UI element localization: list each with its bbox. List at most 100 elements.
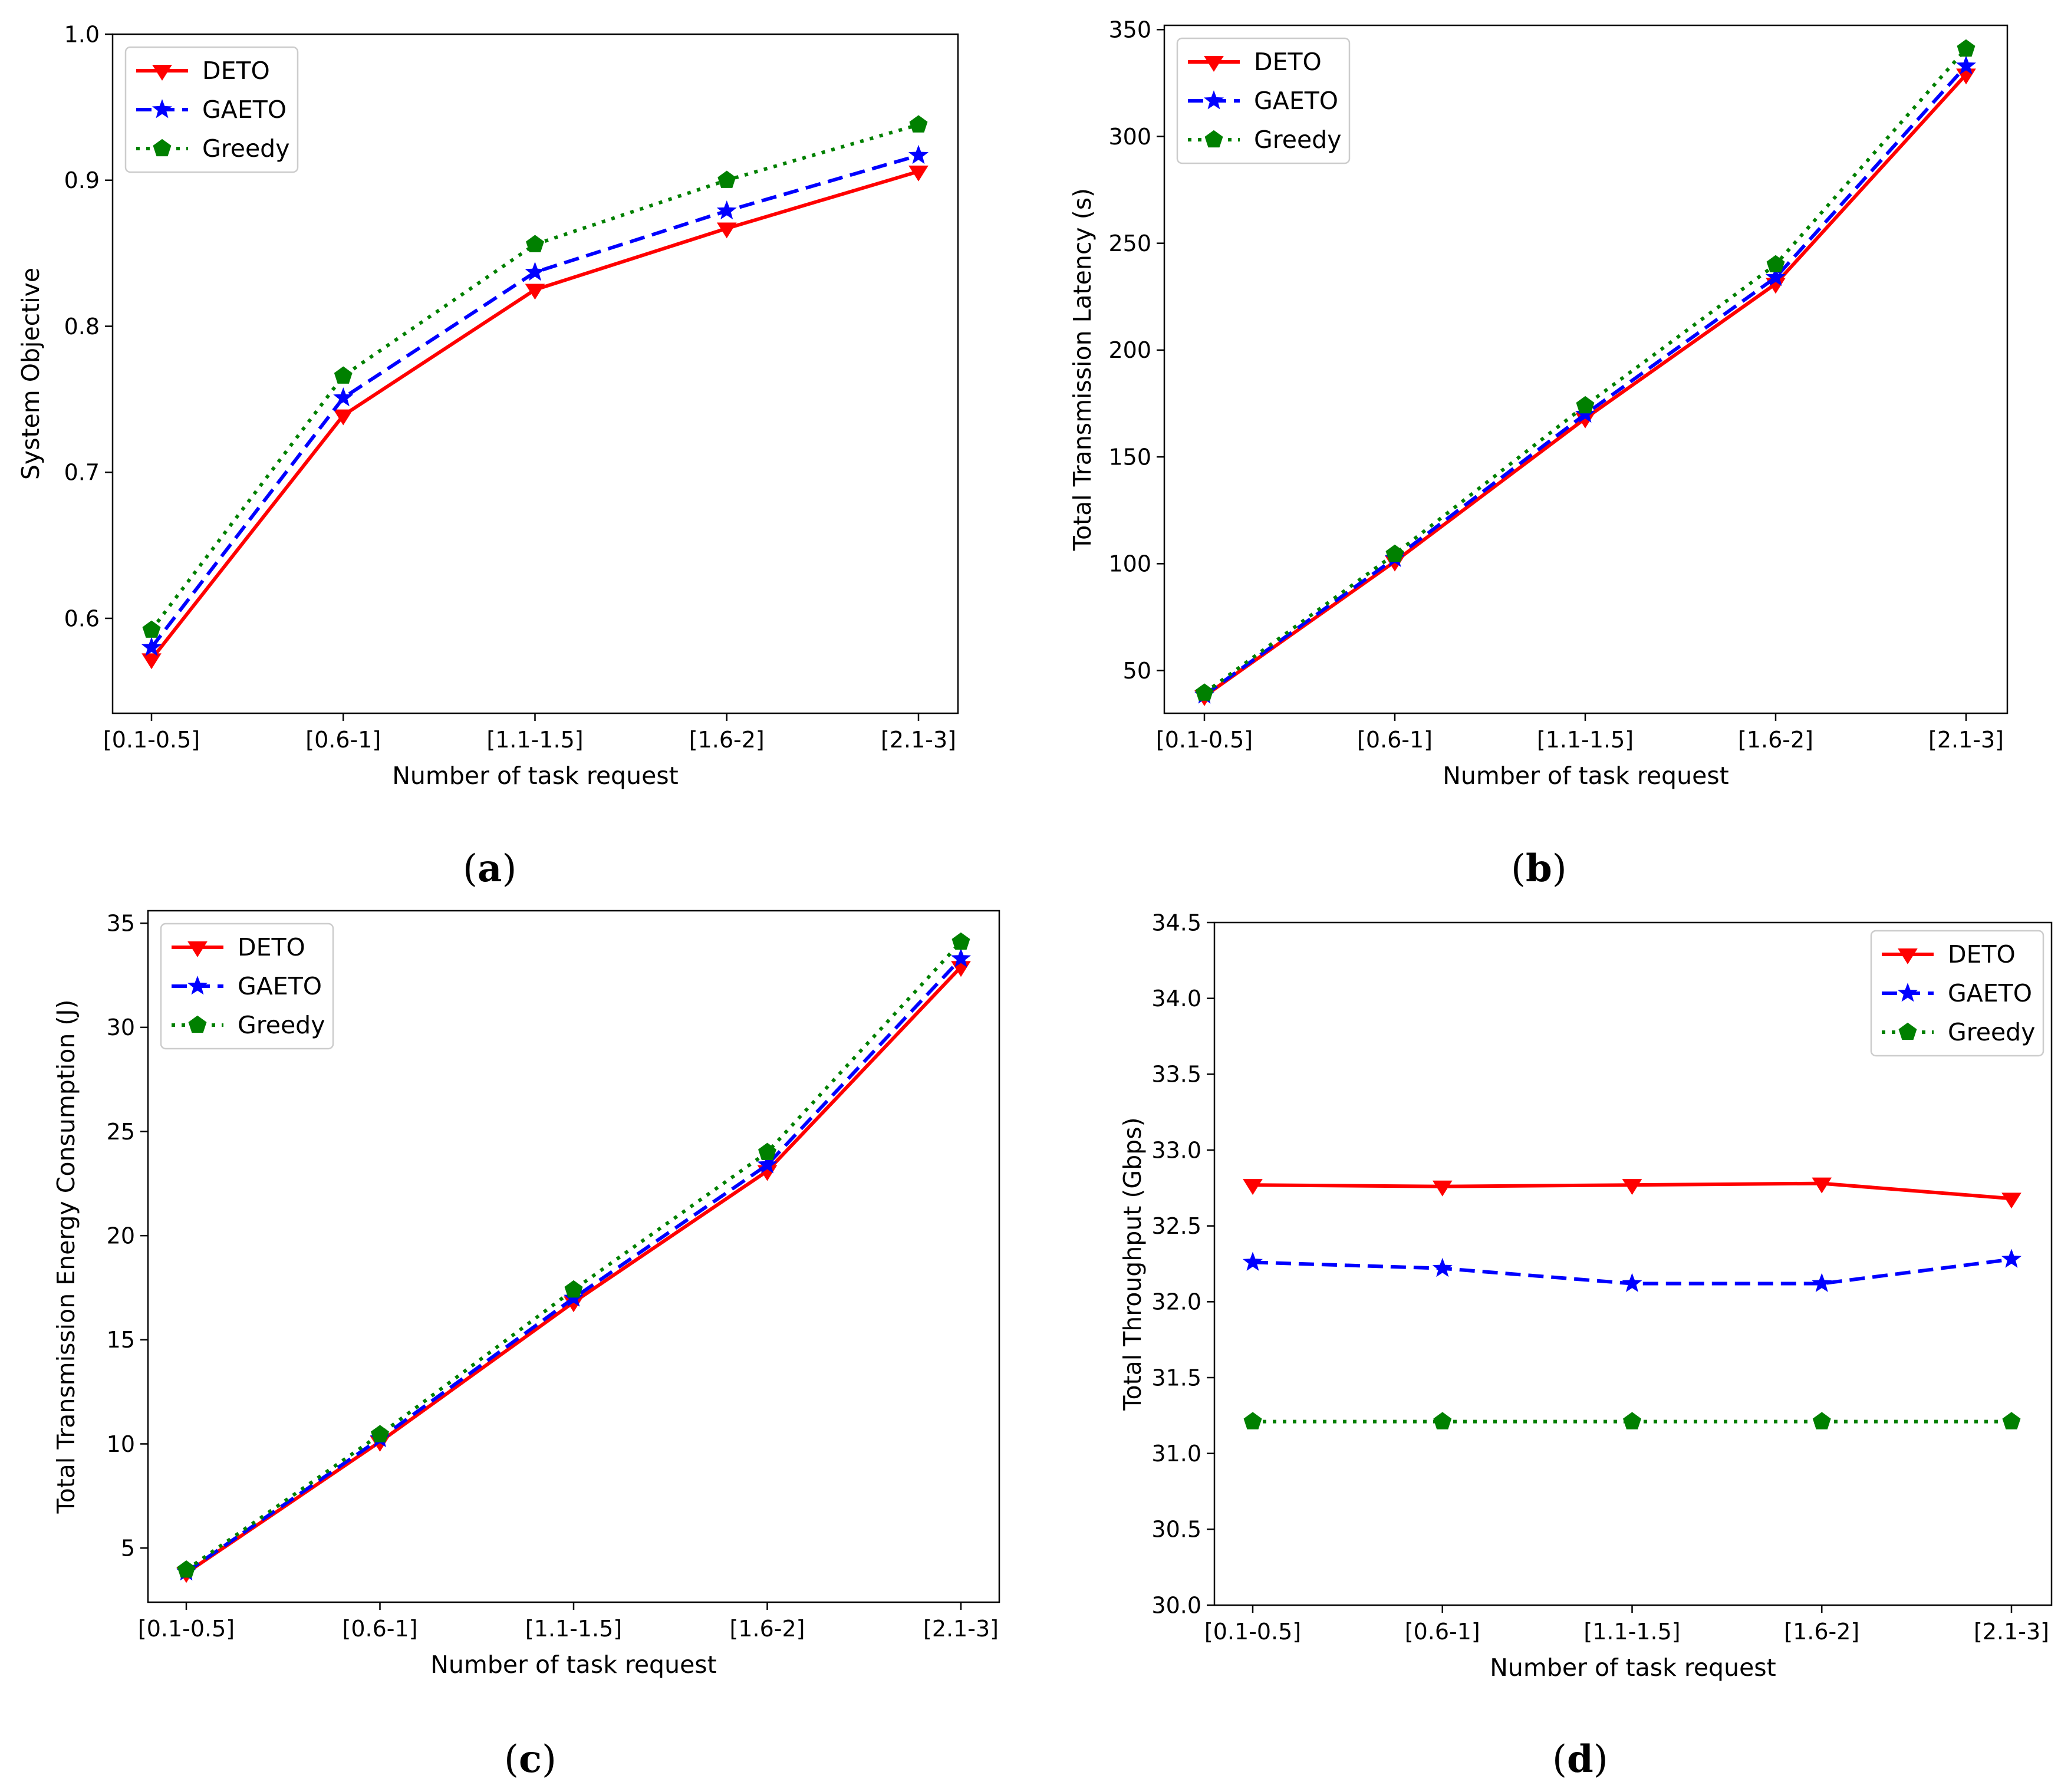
legend-marker-greedy [1898,1022,1917,1040]
caption-b: (b) [1511,846,1567,891]
data-point-greedy [564,1280,583,1298]
y-tick-label: 0.7 [64,460,100,486]
data-point-gaeto [1242,1251,1263,1271]
data-point-greedy [1623,1412,1641,1429]
chart-panel-4: 30.0 30.5 31.0 31.5 32.0 32.5 33.0 33.5 34.0 34.5… [1118,910,2053,1682]
data-point-gaeto [525,261,545,281]
data-point-deto [1622,1179,1642,1195]
y-axis-label: System Objective [17,268,45,480]
data-point-greedy [1812,1412,1831,1429]
data-point-deto [333,409,354,426]
x-tick-label: [1.6-2] [689,727,765,753]
legend-label-greedy: Greedy [202,134,289,163]
y-tick-label: 1.0 [64,21,100,47]
data-point-greedy [1385,544,1404,562]
legend-box [1176,37,1351,164]
y-tick-label: 25 [107,1119,135,1145]
legend-box [124,46,299,173]
legend-label-gaeto: GAETO [1948,979,2032,1007]
y-tick-label: 32.0 [1151,1289,1201,1315]
data-point-greedy [526,235,544,252]
data-point-deto [1812,1177,1832,1194]
y-tick-label: 20 [107,1223,135,1249]
x-tick-label: [1.1-1.5] [486,727,583,753]
data-point-greedy [758,1142,776,1160]
x-tick-label: [0.6-1] [343,1616,418,1642]
data-point-gaeto [1622,1273,1642,1292]
legend-marker-greedy [153,139,172,157]
x-tick-label: [1.6-2] [1738,727,1813,753]
legend-label-gaeto: GAETO [1254,87,1338,115]
legend-box [1870,930,2044,1057]
data-point-gaeto [1765,266,1786,286]
y-tick-label: 50 [1123,658,1151,684]
y-tick-label: 34.5 [1151,910,1201,935]
data-point-deto [2001,1193,2021,1209]
x-tick-label: [1.6-2] [1784,1619,1859,1645]
y-tick-label: 100 [1108,551,1151,577]
y-tick-label: 30 [107,1014,135,1040]
y-tick-label: 35 [107,910,135,936]
x-tick-label: [2.1-3] [923,1616,999,1642]
x-axis-label: Number of task request [392,762,678,790]
x-tick-label: [1.1-1.5] [1583,1619,1680,1645]
x-tick-label: [0.1-0.5] [1156,727,1253,753]
y-tick-label: 32.5 [1151,1213,1201,1239]
chart-panel-1: 0.6 0.7 0.8 0.9 1.0 [0.1-0.5] [0.6-1] [1.1-1.5]… [17,21,959,790]
data-point-deto [141,653,162,670]
legend-label-greedy: Greedy [1254,126,1341,154]
y-tick-label: 0.9 [64,167,100,193]
y-tick-label: 150 [1108,444,1151,470]
y-tick-label: 33.0 [1151,1137,1201,1163]
y-tick-label: 30.0 [1151,1592,1201,1618]
data-point-deto [525,284,545,300]
y-tick-label: 300 [1108,124,1151,150]
x-tick-label: [2.1-3] [1974,1619,2049,1645]
y-tick-label: 31.0 [1151,1441,1201,1467]
legend: DETO GAETO Greedy [1176,37,1351,164]
data-point-greedy [2002,1412,2021,1429]
data-point-gaeto [950,948,972,967]
data-point-greedy [1243,1412,1262,1429]
data-point-gaeto [141,637,162,657]
data-point-gaeto [2001,1249,2022,1268]
data-point-gaeto [1432,1257,1453,1277]
data-point-greedy [1433,1412,1452,1429]
legend-marker-gaeto [152,99,173,118]
legend-label-greedy: Greedy [238,1011,325,1039]
legend: DETO GAETO Greedy [1870,930,2044,1057]
y-tick-label: 350 [1108,17,1151,43]
legend-label-greedy: Greedy [1948,1018,2035,1046]
y-axis-label: Total Transmission Energy Consumption (J… [52,1000,80,1514]
data-point-gaeto [757,1154,778,1174]
data-point-greedy [1195,683,1214,701]
legend-marker-deto [152,65,172,81]
data-point-gaeto [908,144,929,164]
y-tick-label: 10 [107,1431,135,1457]
x-tick-label: [1.1-1.5] [525,1616,622,1642]
y-tick-label: 31.5 [1151,1365,1201,1391]
data-point-greedy [142,620,161,638]
data-point-deto [1432,1180,1453,1197]
legend-marker-deto [1898,948,1918,964]
legend-label-gaeto: GAETO [238,972,322,1000]
y-tick-label: 250 [1108,230,1151,256]
y-tick-label: 15 [107,1327,135,1353]
data-point-deto [716,222,737,239]
legend-marker-gaeto [1897,983,1918,1002]
data-point-gaeto [333,387,354,407]
x-tick-label: [2.1-3] [881,727,956,753]
x-tick-label: [0.6-1] [1357,727,1433,753]
y-tick-label: 0.6 [64,605,100,631]
data-point-greedy [909,115,928,133]
data-point-gaeto [1955,55,1977,75]
legend-label-deto: DETO [238,933,305,961]
data-point-gaeto [1812,1273,1832,1292]
x-tick-label: [0.6-1] [1405,1619,1480,1645]
data-point-greedy [1576,396,1595,414]
data-point-gaeto [716,200,737,220]
legend-marker-greedy [1204,130,1223,148]
x-tick-label: [0.1-0.5] [1204,1619,1301,1645]
legend: DETO GAETO Greedy [124,46,299,173]
